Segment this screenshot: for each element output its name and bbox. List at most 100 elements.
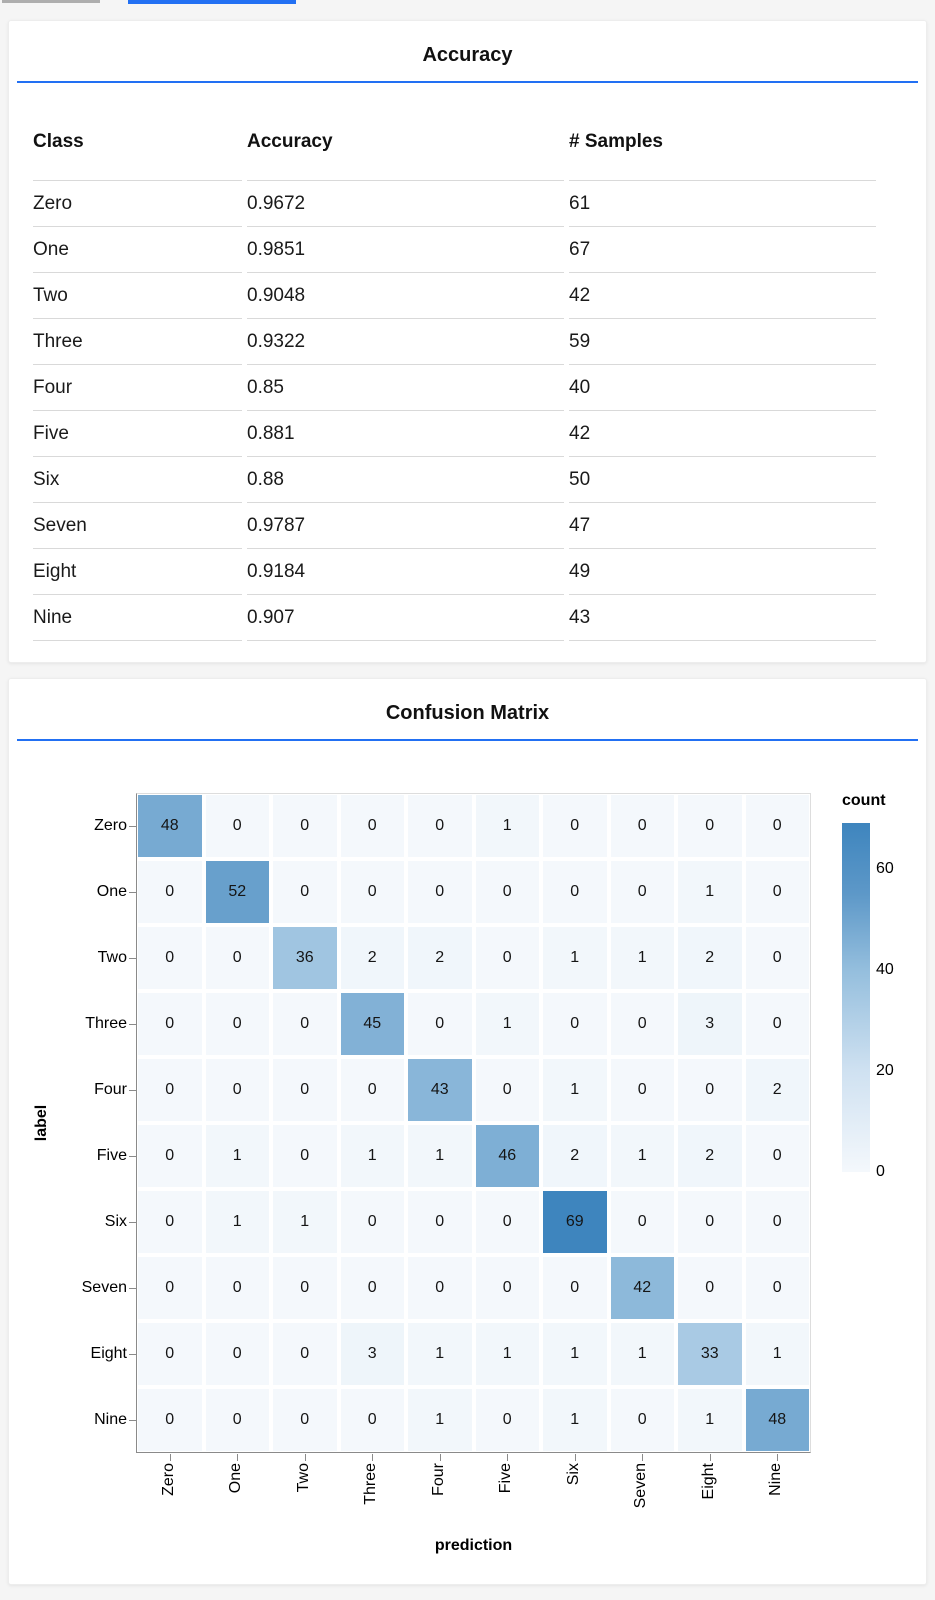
heatmap-cell: 0	[340, 1059, 404, 1121]
x-tick-mark	[169, 1454, 171, 1461]
column-header-class: Class	[33, 103, 242, 181]
heatmap-cell: 0	[745, 1257, 809, 1319]
heatmap-cell: 0	[475, 861, 539, 923]
table-cell: 40	[569, 365, 876, 411]
heatmap-cell: 52	[205, 861, 269, 923]
heatmap-cell: 1	[610, 1323, 674, 1385]
table-cell: 0.88	[247, 457, 564, 503]
heatmap-cell: 1	[408, 1389, 472, 1451]
heatmap-grid: 48 0 0 0 0 1 0 0 0 0 0 52 0 0 0 0 0 0 1 0 0 0 36 2 2 0 1 1 2 0 0 0 0 45 0 1…	[138, 795, 809, 1451]
row-class-name: Nine	[33, 595, 242, 641]
heatmap-cell: 0	[678, 795, 742, 857]
heatmap-cell: 0	[205, 1389, 269, 1451]
y-tick-label: Four	[94, 1081, 127, 1098]
top-gray-bar	[2, 0, 100, 3]
heatmap-cell: 2	[408, 927, 472, 989]
table-cell: 59	[569, 319, 876, 365]
heatmap-cell: 0	[475, 1257, 539, 1319]
y-tick-mark	[129, 958, 136, 959]
table-cell: 61	[569, 181, 876, 227]
x-tick-mark	[709, 1454, 711, 1461]
heatmap-cell: 0	[340, 861, 404, 923]
heatmap-cell: 0	[745, 993, 809, 1055]
table-cell: 47	[569, 503, 876, 549]
x-tick-label: One	[227, 1463, 245, 1494]
heatmap-plot-area: 48 0 0 0 0 1 0 0 0 0 0 52 0 0 0 0 0 0 1 0 0 0 36 2 2 0 1 1 2 0 0 0 0 45 0 1…	[136, 793, 811, 1453]
x-tick-label: Zero	[159, 1463, 177, 1496]
row-class-name: Four	[33, 365, 242, 411]
heatmap-cell: 1	[543, 1389, 607, 1451]
table-cell: 43	[569, 595, 876, 641]
heatmap-cell: 0	[475, 1191, 539, 1253]
heatmap-cell: 0	[408, 861, 472, 923]
legend-tick-label: 20	[876, 1061, 894, 1079]
table-cell: 0.9672	[247, 181, 564, 227]
y-tick-label: Eight	[90, 1345, 127, 1362]
heatmap-cell: 1	[678, 861, 742, 923]
legend-tick-label: 0	[876, 1163, 885, 1180]
heatmap-cell: 3	[678, 993, 742, 1055]
heatmap-cell: 0	[138, 1323, 202, 1385]
y-tick-mark	[129, 1222, 136, 1223]
y-axis-title: label	[33, 1104, 50, 1142]
x-tick-mark	[439, 1454, 441, 1461]
y-tick-label: Nine	[94, 1411, 127, 1428]
x-tick-label: Six	[564, 1463, 582, 1486]
heatmap-cell: 0	[475, 927, 539, 989]
x-tick-label: Five	[497, 1463, 515, 1494]
y-tick-label: One	[96, 883, 127, 900]
heatmap-cell: 0	[273, 1125, 337, 1187]
heatmap-cell: 2	[678, 927, 742, 989]
heatmap-cell: 1	[273, 1191, 337, 1253]
table-cell: 50	[569, 457, 876, 503]
colorbar-gradient	[842, 823, 870, 1172]
heatmap-cell: 0	[273, 1323, 337, 1385]
heatmap-cell: 2	[340, 927, 404, 989]
heatmap-cell: 0	[408, 1257, 472, 1319]
y-tick-label: Zero	[94, 817, 127, 834]
heatmap-cell: 1	[543, 927, 607, 989]
heatmap-cell: 0	[138, 1125, 202, 1187]
heatmap-cell: 0	[610, 1059, 674, 1121]
accuracy-panel-title: Accuracy	[422, 44, 513, 66]
row-class-name: Eight	[33, 549, 242, 595]
heatmap-cell: 0	[745, 1125, 809, 1187]
row-class-name: Five	[33, 411, 242, 457]
table-cell: 0.9322	[247, 319, 564, 365]
heatmap-cell: 2	[543, 1125, 607, 1187]
table-cell: 0.9787	[247, 503, 564, 549]
heatmap-cell: 0	[745, 861, 809, 923]
y-tick-mark	[129, 1090, 136, 1091]
heatmap-cell: 1	[340, 1125, 404, 1187]
heatmap-cell: 0	[273, 1059, 337, 1121]
heatmap-cell: 0	[340, 1389, 404, 1451]
heatmap-cell: 1	[678, 1389, 742, 1451]
table-cell: 49	[569, 549, 876, 595]
heatmap-cell: 1	[205, 1191, 269, 1253]
heatmap-cell: 48	[745, 1389, 809, 1451]
legend-tick-label: 60	[876, 859, 894, 877]
heatmap-cell: 1	[408, 1125, 472, 1187]
heatmap-cell: 0	[408, 1191, 472, 1253]
y-tick-label: Seven	[81, 1279, 127, 1296]
heatmap-cell: 0	[273, 993, 337, 1055]
heatmap-cell: 0	[138, 1389, 202, 1451]
row-class-name: One	[33, 227, 242, 273]
x-tick-label: Three	[362, 1463, 380, 1505]
table-cell: 42	[569, 273, 876, 319]
x-tick-mark	[507, 1454, 509, 1461]
confusion-matrix-heatmap: 48 0 0 0 0 1 0 0 0 0 0 52 0 0 0 0 0 0 1 0 0 0 36 2 2 0 1 1 2 0 0 0 0 45 0 1…	[9, 679, 928, 1586]
accuracy-table: Class Accuracy # Samples Zero 0.9672 61 One 0.9…	[33, 103, 926, 641]
y-tick-label: Three	[85, 1015, 127, 1032]
heatmap-cell: 0	[205, 1323, 269, 1385]
heatmap-cell: 0	[745, 1191, 809, 1253]
y-tick-mark	[129, 1024, 136, 1025]
y-tick-label: Two	[97, 949, 127, 966]
heatmap-cell: 0	[610, 1389, 674, 1451]
heatmap-cell: 0	[138, 1059, 202, 1121]
heatmap-cell: 1	[475, 1323, 539, 1385]
heatmap-cell: 0	[138, 993, 202, 1055]
table-cell: 0.9048	[247, 273, 564, 319]
row-class-name: Zero	[33, 181, 242, 227]
row-class-name: Seven	[33, 503, 242, 549]
